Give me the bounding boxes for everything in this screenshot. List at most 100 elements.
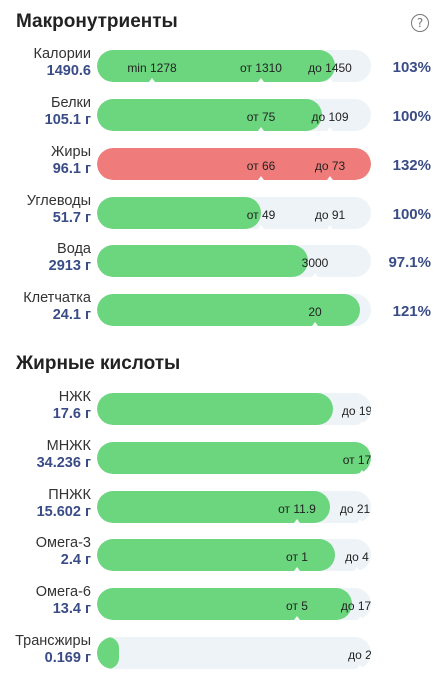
progress-fill	[97, 491, 330, 523]
percent-value: 103%	[392, 59, 431, 76]
progress-fill	[97, 637, 119, 669]
nutrient-label: Клетчатка 24.1 г	[23, 290, 91, 324]
progress-track: от 66 до 73	[97, 148, 371, 180]
nutrient-label: ПНЖК 15.602 г	[37, 487, 91, 521]
progress-fill	[97, 148, 371, 180]
nutrient-name: Жиры	[51, 144, 91, 160]
range-tick	[294, 519, 300, 523]
range-tick	[358, 616, 364, 620]
range-tick	[258, 78, 264, 82]
progress-fill	[97, 442, 371, 474]
range-marker-label: до 109	[311, 110, 349, 124]
progress-fill	[97, 197, 261, 229]
range-tick	[312, 322, 318, 326]
progress-track: до 19.9	[97, 393, 371, 425]
nutrient-name: Омега-3	[35, 535, 91, 551]
nutrient-value: 0.169 г	[44, 650, 91, 666]
macronutrients-title: Макронутриенты	[16, 11, 178, 32]
progress-fill	[97, 99, 322, 131]
nutrient-label: Углеводы 51.7 г	[27, 193, 91, 227]
range-marker-label: до 19.9	[341, 404, 371, 418]
nutrient-label: Трансжиры 0.169 г	[15, 633, 91, 667]
nutrient-value: 2.4 г	[60, 552, 91, 568]
range-tick	[312, 273, 318, 277]
progress-track: до 2	[97, 637, 371, 669]
nutrient-name: НЖК	[58, 389, 91, 405]
nutrient-value: 15.602 г	[36, 504, 91, 520]
percent-value: 97.1%	[388, 254, 431, 271]
range-marker-label: от 49	[246, 208, 276, 222]
nutrient-value: 96.1 г	[52, 161, 91, 177]
progress-track: 20	[97, 294, 371, 326]
nutrient-name: Белки	[50, 95, 91, 111]
range-marker-label: от 1	[286, 550, 308, 564]
nutrient-row[interactable]: Омега-3 2.4 г от 1 до 4	[0, 535, 446, 575]
nutrient-value: 13.4 г	[52, 601, 91, 617]
progress-fill	[97, 539, 335, 571]
nutrient-row[interactable]: Калории 1490.6 min 1278 от 1310 до 1450 103%	[0, 46, 446, 86]
nutrient-row[interactable]: Жиры 96.1 г от 66 до 73 132%	[0, 144, 446, 184]
range-marker-label: 20	[308, 305, 322, 319]
nutrient-name: Калории	[33, 46, 91, 62]
progress-track: min 1278 от 1310 до 1450	[97, 50, 371, 82]
range-tick	[258, 176, 264, 180]
nutrient-value: 105.1 г	[44, 112, 91, 128]
range-marker-label: до 1450	[308, 61, 352, 75]
range-marker-label: от 66	[246, 159, 276, 173]
nutrient-name: Вода	[57, 241, 91, 257]
nutrient-row[interactable]: Трансжиры 0.169 г до 2	[0, 633, 446, 673]
nutrient-row[interactable]: Клетчатка 24.1 г 20 121%	[0, 290, 446, 330]
progress-fill	[97, 393, 333, 425]
progress-track: от 75 до 109	[97, 99, 371, 131]
range-tick	[294, 616, 300, 620]
nutrient-name: МНЖК	[46, 438, 91, 454]
nutrient-value: 34.236 г	[36, 455, 91, 471]
nutrient-row[interactable]: Белки 105.1 г от 75 до 109 100%	[0, 95, 446, 135]
progress-track: от 17.9	[97, 442, 371, 474]
progress-track: 3000	[97, 245, 371, 277]
nutrient-value: 51.7 г	[52, 210, 91, 226]
range-tick	[327, 127, 333, 131]
fatty-acids-title: Жирные кислоты	[16, 353, 181, 374]
range-tick	[258, 225, 264, 229]
range-tick	[357, 665, 363, 669]
range-marker-label: до 21.9	[339, 502, 371, 516]
range-marker-label: от 75	[246, 110, 276, 124]
percent-value: 100%	[392, 206, 431, 223]
nutrient-label: Калории 1490.6	[34, 46, 91, 80]
range-marker-label: от 5	[286, 599, 308, 613]
nutrient-name: Клетчатка	[23, 290, 91, 306]
nutrient-value: 24.1 г	[52, 307, 91, 323]
range-marker-label: до 17.9	[340, 599, 371, 613]
nutrient-label: Омега-6 13.4 г	[36, 584, 91, 618]
range-marker-label: до 91	[314, 208, 346, 222]
nutrient-row[interactable]: Вода 2913 г 3000 97.1%	[0, 241, 446, 281]
range-tick	[354, 567, 360, 571]
range-tick	[149, 78, 155, 82]
nutrient-value: 1490.6	[46, 63, 91, 79]
nutrient-name: Углеводы	[26, 193, 91, 209]
progress-track: от 11.9 до 21.9	[97, 491, 371, 523]
percent-value: 121%	[392, 303, 431, 320]
range-tick	[258, 127, 264, 131]
range-marker-label: от 11.9	[278, 502, 316, 516]
range-tick	[327, 176, 333, 180]
range-tick	[327, 78, 333, 82]
nutrient-value: 2913 г	[48, 258, 91, 274]
range-marker-label: от 1310	[240, 61, 282, 75]
range-marker-label: 3000	[301, 256, 329, 270]
nutrient-label: Омега-3 2.4 г	[36, 535, 91, 569]
range-tick	[359, 421, 365, 425]
help-icon[interactable]: ?	[411, 14, 429, 32]
progress-track: от 1 до 4	[97, 539, 371, 571]
range-marker-label: до 2	[348, 648, 371, 662]
nutrient-name: Трансжиры	[15, 633, 91, 649]
nutrient-row[interactable]: Углеводы 51.7 г от 49 до 91 100%	[0, 193, 446, 233]
nutrient-name: ПНЖК	[48, 487, 91, 503]
nutrient-row[interactable]: Омега-613.4 г от 5 до 17.9	[0, 584, 446, 624]
percent-value: 132%	[392, 157, 431, 174]
range-tick	[357, 519, 363, 523]
